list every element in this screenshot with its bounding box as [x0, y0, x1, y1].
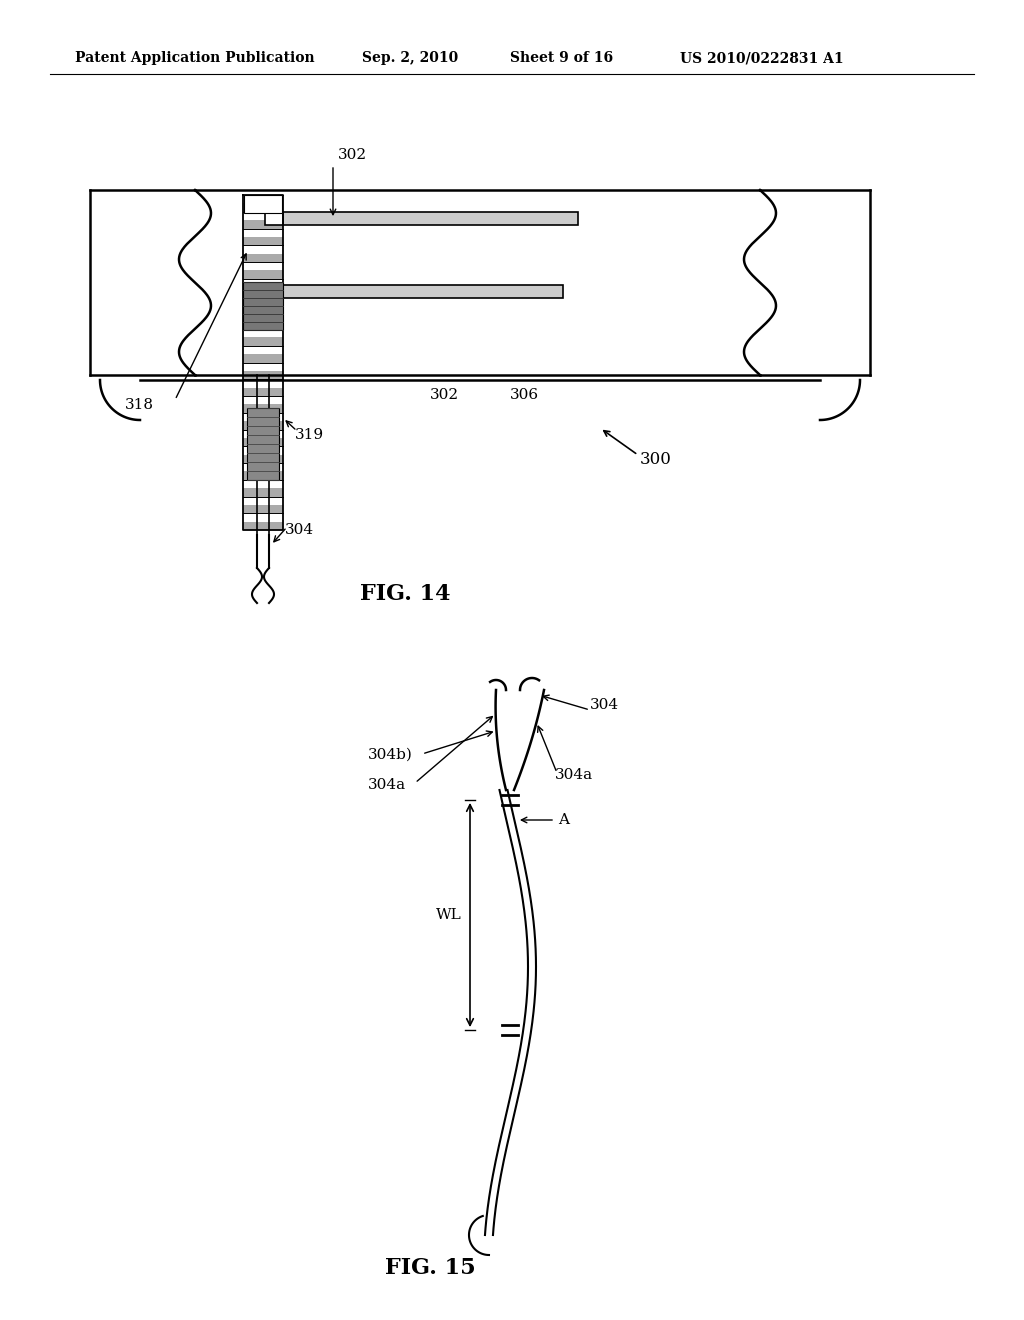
Bar — [283, 285, 563, 298]
Text: 304: 304 — [590, 698, 620, 711]
Bar — [265, 285, 283, 298]
Text: Patent Application Publication: Patent Application Publication — [75, 51, 314, 65]
Bar — [243, 282, 283, 330]
Text: 318: 318 — [125, 399, 154, 412]
Bar — [265, 213, 283, 224]
Text: WL: WL — [436, 908, 462, 921]
Text: 302: 302 — [338, 148, 368, 162]
Text: US 2010/0222831 A1: US 2010/0222831 A1 — [680, 51, 844, 65]
Text: Sheet 9 of 16: Sheet 9 of 16 — [510, 51, 613, 65]
Text: FIG. 15: FIG. 15 — [385, 1257, 475, 1279]
Text: 302: 302 — [430, 388, 459, 403]
Text: 304b): 304b) — [368, 748, 413, 762]
Text: 304a: 304a — [368, 777, 407, 792]
Text: 306: 306 — [510, 388, 539, 403]
Bar — [283, 213, 578, 224]
Bar — [247, 408, 279, 480]
Text: 300: 300 — [640, 451, 672, 469]
Text: 319: 319 — [295, 428, 325, 442]
Text: 304a: 304a — [555, 768, 593, 781]
Text: FIG. 14: FIG. 14 — [360, 583, 451, 605]
Text: 304: 304 — [285, 523, 314, 537]
Text: A: A — [558, 813, 569, 828]
Text: Sep. 2, 2010: Sep. 2, 2010 — [362, 51, 459, 65]
Bar — [244, 195, 282, 213]
